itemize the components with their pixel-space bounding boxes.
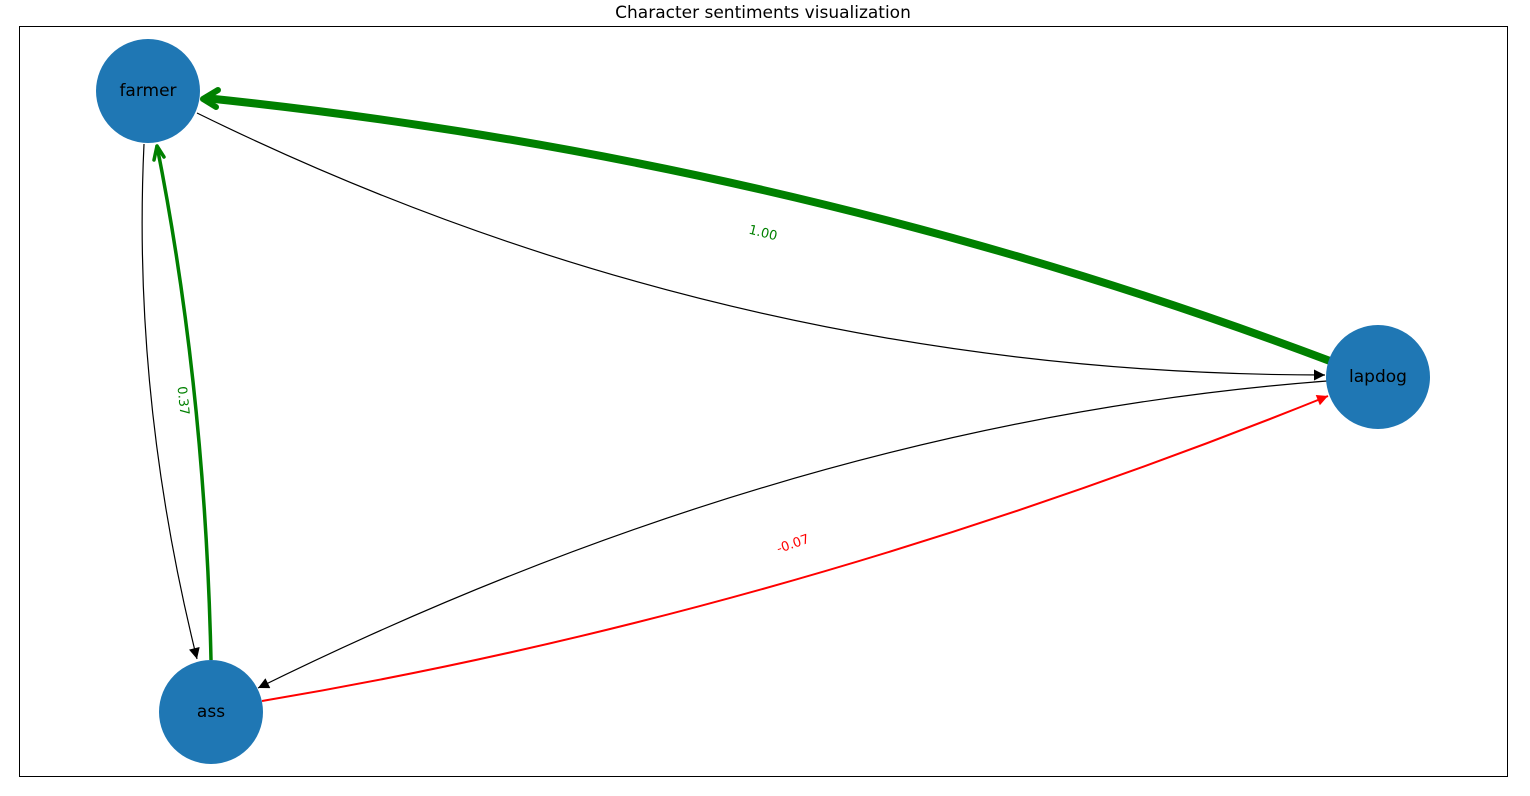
edge-farmer-to-ass	[141, 143, 200, 660]
edge-ass-to-lapdog	[261, 395, 1329, 702]
arrowhead-lapdog-to-farmer	[200, 87, 221, 110]
edge-label-ass-farmer: 0.37	[174, 386, 192, 416]
edge-label-ass-lapdog: -0.07	[775, 532, 812, 557]
node-lapdog-circle	[1326, 325, 1430, 429]
plot-frame	[19, 26, 1508, 777]
node-ass: ass	[159, 660, 263, 764]
nodes-layer: farmer lapdog ass	[96, 39, 1430, 764]
edge-labels-layer: 1.00 0.37 -0.07	[174, 223, 812, 557]
edge-lapdog-to-farmer	[204, 94, 1332, 365]
edges-layer	[141, 87, 1332, 702]
edge-ass-to-farmer	[155, 145, 213, 661]
node-ass-label: ass	[197, 702, 225, 722]
node-lapdog-label: lapdog	[1349, 367, 1407, 387]
chart-title: Character sentiments visualization	[615, 3, 911, 23]
edge-lapdog-to-ass	[257, 380, 1328, 689]
node-ass-circle	[159, 660, 263, 764]
node-farmer-label: farmer	[119, 81, 176, 101]
node-lapdog: lapdog	[1326, 325, 1430, 429]
edge-label-lapdog-farmer: 1.00	[747, 223, 779, 245]
arrowhead-ass-to-farmer	[152, 144, 166, 162]
node-farmer: farmer	[96, 39, 200, 143]
node-farmer-circle	[96, 39, 200, 143]
edge-farmer-to-lapdog	[196, 112, 1326, 381]
